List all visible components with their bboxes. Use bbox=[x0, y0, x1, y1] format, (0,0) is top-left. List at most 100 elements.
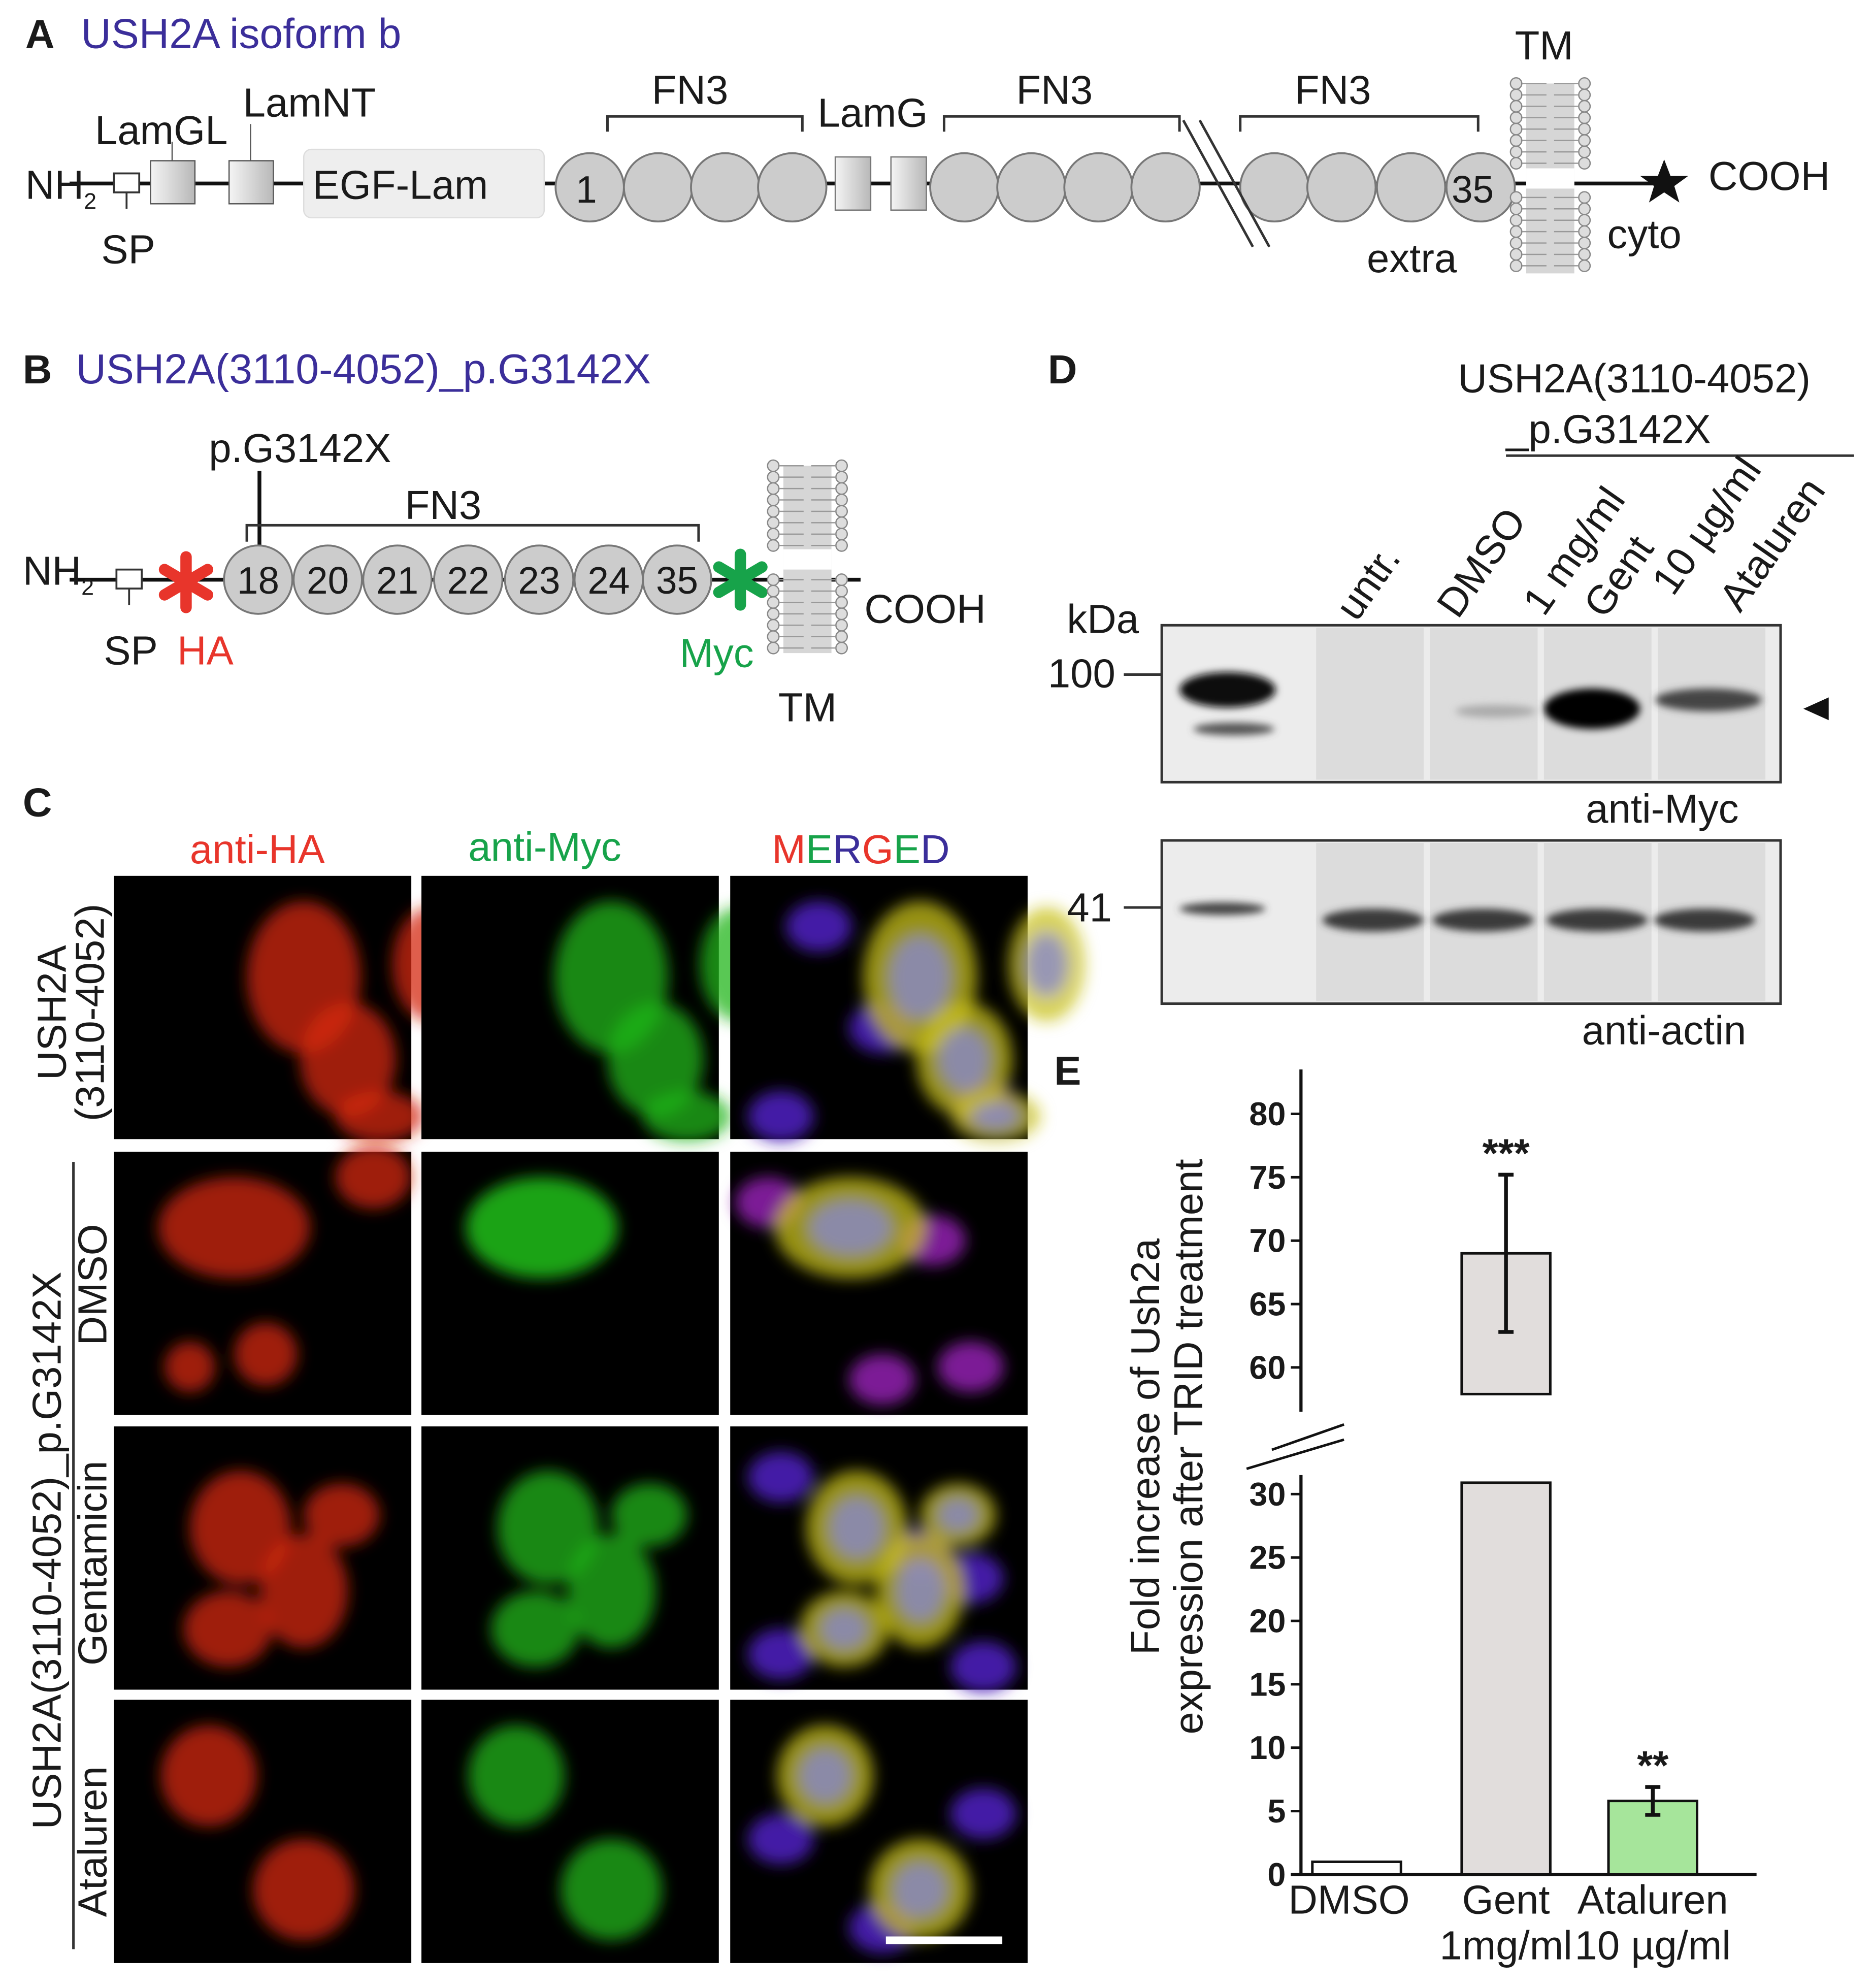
bar-chart: 0 5 10 15 20 25 30 60 65 70 75 80 Fold increase of U… bbox=[1123, 1069, 1757, 1968]
lane-label: DMSO bbox=[1428, 500, 1534, 625]
nh-sub: 2 bbox=[84, 188, 96, 214]
lipid-head bbox=[1509, 202, 1523, 215]
lipid-head bbox=[1578, 225, 1591, 238]
lipid-head bbox=[1509, 100, 1523, 113]
cell bbox=[165, 1342, 215, 1392]
panel-title: USH2A(3110-4052)_p.G3142X bbox=[76, 346, 651, 393]
lipid-head bbox=[835, 528, 848, 541]
lipid-head bbox=[835, 596, 848, 609]
lipid-head bbox=[767, 641, 780, 655]
fn3-brackets bbox=[606, 115, 1480, 132]
lipid-head bbox=[767, 596, 780, 609]
lipid-head bbox=[1578, 202, 1591, 215]
lipid-head bbox=[1509, 77, 1523, 90]
merged-letter: R bbox=[833, 827, 862, 872]
cells bbox=[748, 1725, 1016, 1953]
y-axis-label: expression after TRID treatment bbox=[1166, 1159, 1211, 1734]
micrographs bbox=[114, 875, 1085, 1963]
lipid-head bbox=[835, 459, 848, 472]
lipid-head bbox=[1509, 157, 1523, 170]
cells bbox=[183, 1471, 380, 1667]
lipid-head bbox=[1578, 214, 1591, 227]
lipid-head bbox=[1509, 191, 1523, 204]
cells bbox=[160, 1725, 354, 1941]
cell bbox=[183, 1591, 272, 1667]
x-tick-label: Ataluren bbox=[1578, 1877, 1728, 1922]
merged-letter: D bbox=[921, 827, 950, 872]
cell bbox=[607, 1002, 704, 1117]
fn3-domains: 18 20 21 22 23 24 35 bbox=[223, 544, 712, 615]
lipid-head bbox=[767, 471, 780, 484]
lamgl-label: LamGL bbox=[95, 108, 228, 153]
domain-number: 18 bbox=[237, 559, 279, 602]
lipid-head bbox=[1578, 134, 1591, 147]
cell bbox=[259, 1534, 348, 1648]
y-tick-label: 0 bbox=[1267, 1856, 1286, 1893]
error-bar bbox=[1645, 1785, 1661, 1817]
y-tick-label: 25 bbox=[1249, 1539, 1286, 1576]
lane-shading bbox=[1316, 628, 1766, 780]
lipid-head bbox=[835, 482, 848, 495]
lamg-label: LamG bbox=[817, 90, 928, 135]
nucleus bbox=[938, 1028, 991, 1091]
nucleus bbox=[748, 1091, 814, 1142]
lipid-head bbox=[1509, 145, 1523, 158]
lamnt-label: LamNT bbox=[243, 80, 376, 125]
cell bbox=[497, 1471, 599, 1585]
x-tick-label: DMSO bbox=[1288, 1877, 1409, 1922]
nh2-label: NH2 bbox=[23, 548, 94, 600]
cell bbox=[335, 1091, 424, 1142]
merged-letter: E bbox=[806, 827, 833, 872]
panel-letter: C bbox=[23, 780, 52, 825]
cell bbox=[300, 1002, 397, 1117]
fn3-domain bbox=[929, 152, 1000, 223]
nucleus bbox=[849, 1354, 915, 1405]
axis-break bbox=[1246, 1423, 1344, 1470]
nucleus bbox=[748, 1451, 814, 1503]
marker-label: 41 bbox=[1067, 885, 1112, 930]
egf-lam-label: EGF-Lam bbox=[313, 162, 488, 207]
nucleus bbox=[950, 1641, 1016, 1692]
column-label: anti-Myc bbox=[468, 824, 621, 869]
y-tick-label: 15 bbox=[1249, 1666, 1286, 1703]
fn3-domain bbox=[757, 152, 828, 223]
lipid-head bbox=[1509, 225, 1523, 238]
panel-letter: A bbox=[25, 12, 55, 57]
fn3-label: FN3 bbox=[1016, 67, 1093, 112]
nucleus bbox=[748, 1628, 814, 1680]
cells bbox=[748, 1451, 1016, 1692]
lipid-head bbox=[835, 607, 848, 621]
lamgl-box bbox=[150, 160, 196, 205]
nucleus bbox=[785, 901, 852, 952]
lipid-head bbox=[767, 516, 780, 529]
fn3-domain bbox=[433, 544, 504, 615]
nucleus bbox=[971, 1102, 1021, 1130]
lipid-head bbox=[767, 494, 780, 507]
treatment-label: Gentamicin bbox=[70, 1461, 115, 1666]
lipid-head bbox=[767, 539, 780, 552]
lipid-head bbox=[1578, 145, 1591, 158]
treatment-label: DMSO bbox=[70, 1224, 115, 1345]
y-tick-label: 20 bbox=[1249, 1602, 1286, 1639]
domain-number: 22 bbox=[447, 559, 489, 602]
y-tick-label: 30 bbox=[1249, 1476, 1286, 1513]
kda-label: kDa bbox=[1067, 596, 1139, 641]
merged-letter: G bbox=[862, 827, 894, 872]
nh-sub: 2 bbox=[81, 574, 94, 600]
y-tick-label: 75 bbox=[1249, 1159, 1286, 1196]
domain-number: 20 bbox=[307, 559, 349, 602]
y-tick-label: 70 bbox=[1249, 1222, 1286, 1259]
y-tick-label: 65 bbox=[1249, 1286, 1286, 1323]
bar bbox=[1311, 1860, 1402, 1876]
micrograph bbox=[421, 1700, 719, 1963]
star bbox=[1640, 159, 1689, 203]
nucleus bbox=[1026, 933, 1068, 996]
sp-label: SP bbox=[101, 226, 155, 272]
lipid-head bbox=[1578, 237, 1591, 250]
lipid-head bbox=[1509, 248, 1523, 261]
lipid-head bbox=[767, 482, 780, 495]
fn3-bracket bbox=[245, 524, 700, 542]
fn3-domain bbox=[622, 152, 694, 223]
lamg-box bbox=[834, 156, 872, 211]
lipid-head bbox=[1578, 88, 1591, 102]
